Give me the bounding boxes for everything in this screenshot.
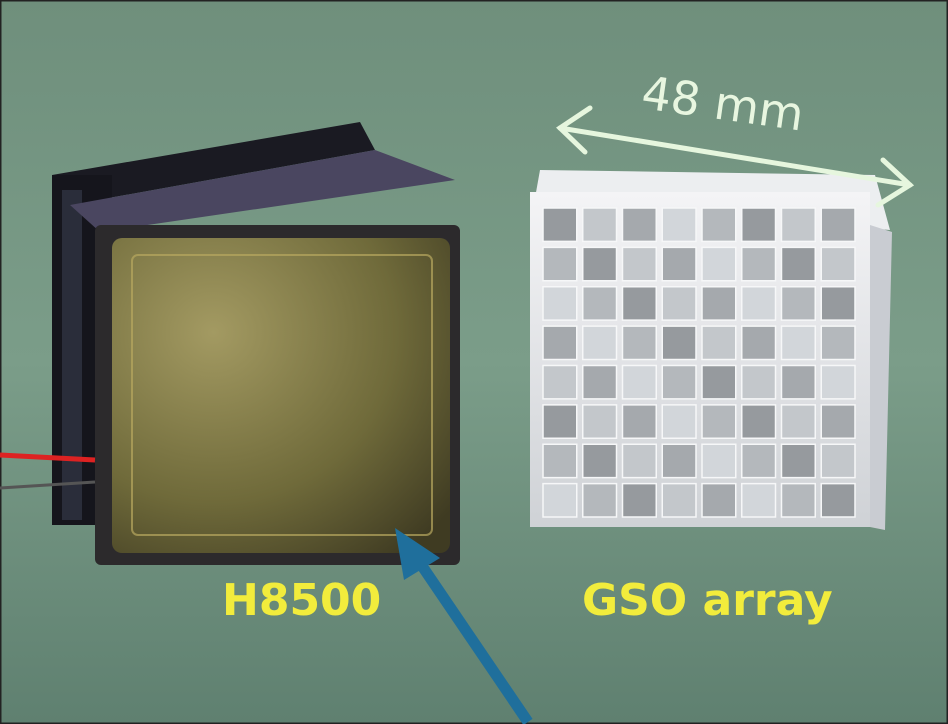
crystal-cell <box>702 405 736 438</box>
crystal-cell <box>702 247 736 280</box>
crystal-cell <box>782 444 816 477</box>
crystal-cell <box>821 484 855 517</box>
crystal-cell <box>543 208 577 241</box>
pmt <box>0 122 460 565</box>
crystal-cell <box>662 366 696 399</box>
crystal-cell <box>623 208 657 241</box>
crystal-cell <box>623 326 657 359</box>
crystal-cell <box>742 366 776 399</box>
crystal-cell <box>742 208 776 241</box>
crystal-cell <box>623 366 657 399</box>
crystal-cell <box>821 405 855 438</box>
crystal-cell <box>742 405 776 438</box>
gso-array <box>530 170 892 530</box>
crystal-cell <box>702 208 736 241</box>
crystal-cell <box>702 484 736 517</box>
crystal-cell <box>782 208 816 241</box>
crystal-cell <box>543 247 577 280</box>
crystal-cell <box>543 366 577 399</box>
crystal-cell <box>742 444 776 477</box>
crystal-cell <box>623 484 657 517</box>
crystal-cell <box>821 287 855 320</box>
crystal-cell <box>543 405 577 438</box>
crystal-cell <box>583 208 617 241</box>
crystal-cell <box>821 208 855 241</box>
crystal-cell <box>583 247 617 280</box>
crystal-cell <box>543 484 577 517</box>
crystal-cell <box>623 287 657 320</box>
crystal-cell <box>782 484 816 517</box>
crystal-cell <box>583 366 617 399</box>
crystal-cell <box>662 247 696 280</box>
crystal-cell <box>662 326 696 359</box>
crystal-cell <box>782 326 816 359</box>
crystal-cell <box>662 405 696 438</box>
crystal-cell <box>662 444 696 477</box>
crystal-cell <box>742 247 776 280</box>
crystal-cell <box>623 405 657 438</box>
crystal-cell <box>583 405 617 438</box>
crystal-cell <box>583 326 617 359</box>
crystal-cell <box>662 287 696 320</box>
crystal-cell <box>782 247 816 280</box>
crystal-cell <box>662 208 696 241</box>
photo: 48 mm H8500 GSO array <box>0 0 948 724</box>
crystal-cell <box>702 444 736 477</box>
pmt-label: H8500 <box>222 575 381 626</box>
crystal-cell <box>821 326 855 359</box>
crystal-cell <box>742 326 776 359</box>
crystal-cell <box>543 326 577 359</box>
crystal-cell <box>742 484 776 517</box>
crystal-cell <box>782 405 816 438</box>
page: {"labels": {"dimension": "48 mm", "left_… <box>0 0 948 724</box>
crystal-cell <box>583 287 617 320</box>
crystal-cell <box>702 366 736 399</box>
crystal-cell <box>623 247 657 280</box>
crystal-cell <box>702 287 736 320</box>
crystal-cell <box>821 444 855 477</box>
crystal-cell <box>623 444 657 477</box>
crystal-cell <box>702 326 736 359</box>
crystal-cell <box>821 366 855 399</box>
crystal-cell <box>782 287 816 320</box>
crystal-cell <box>821 247 855 280</box>
crystal-cell <box>543 444 577 477</box>
crystal-cell <box>742 287 776 320</box>
crystal-cell <box>662 484 696 517</box>
crystal-cell <box>543 287 577 320</box>
crystal-cell <box>583 444 617 477</box>
crystal-cell <box>782 366 816 399</box>
crystal-cell <box>583 484 617 517</box>
array-label: GSO array <box>582 575 833 626</box>
